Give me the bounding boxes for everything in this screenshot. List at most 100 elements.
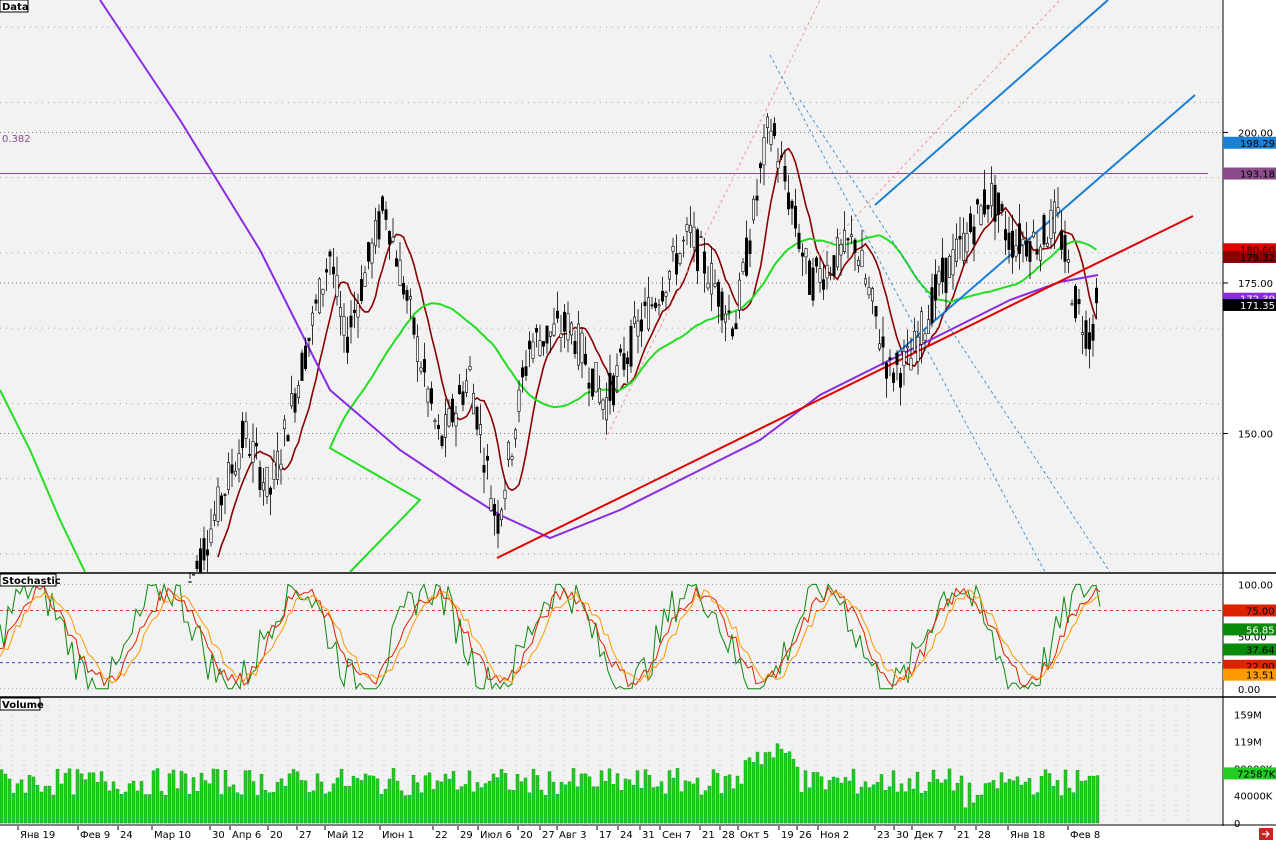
volume-bar bbox=[1091, 775, 1096, 824]
volume-bar bbox=[851, 768, 856, 824]
volume-bar bbox=[527, 792, 532, 824]
volume-bar bbox=[1043, 769, 1048, 824]
volume-bar bbox=[1035, 792, 1040, 824]
stoch-tick-label: 0.00 bbox=[1238, 685, 1260, 696]
candle-body bbox=[1039, 246, 1043, 261]
volume-bar bbox=[863, 781, 868, 824]
volume-bar bbox=[319, 781, 324, 824]
candle-body bbox=[639, 319, 643, 332]
stochastic-pane-label: Stochastic bbox=[2, 576, 61, 587]
candle-body bbox=[482, 465, 486, 473]
candle-body bbox=[216, 486, 220, 522]
volume-bar bbox=[407, 795, 412, 824]
candle-body bbox=[608, 372, 612, 401]
candle-body bbox=[583, 353, 587, 365]
volume-bar bbox=[491, 773, 496, 824]
time-tick-label: Мар 10 bbox=[154, 830, 191, 841]
candle-body bbox=[244, 421, 248, 439]
time-tick-label: Июл 6 bbox=[480, 830, 512, 841]
candle-body bbox=[513, 429, 517, 440]
candle-body bbox=[814, 257, 818, 267]
volume-bar bbox=[231, 784, 236, 824]
volume-bar bbox=[879, 774, 884, 824]
volume-bar bbox=[327, 791, 332, 824]
volume-bar bbox=[423, 775, 428, 824]
candle-body bbox=[982, 189, 986, 215]
candle-body bbox=[895, 352, 899, 365]
volume-bar bbox=[747, 757, 752, 824]
volume-bar bbox=[699, 794, 704, 824]
candle-body bbox=[331, 266, 335, 275]
candle-body bbox=[853, 239, 857, 253]
candle-body bbox=[965, 233, 969, 253]
candle-body bbox=[342, 316, 346, 336]
candle-body bbox=[492, 504, 496, 516]
volume-bar bbox=[703, 790, 708, 824]
volume-bar bbox=[267, 792, 272, 824]
volume-bar bbox=[79, 773, 84, 824]
candle-body bbox=[877, 343, 881, 350]
volume-bar bbox=[935, 779, 940, 824]
candle-body bbox=[220, 495, 224, 506]
volume-bar bbox=[783, 753, 788, 824]
volume-bar bbox=[607, 768, 612, 824]
candle-body bbox=[562, 311, 566, 332]
time-tick-label: Сен 7 bbox=[662, 830, 691, 841]
volume-bar bbox=[1003, 782, 1008, 824]
volume-bar bbox=[807, 787, 812, 824]
volume-bar bbox=[1051, 786, 1056, 824]
volume-bar bbox=[979, 794, 984, 824]
candle-body bbox=[261, 482, 265, 491]
volume-bar bbox=[103, 781, 108, 824]
volume-bar bbox=[311, 790, 316, 824]
volume-bar bbox=[1027, 778, 1032, 824]
candle-body bbox=[555, 310, 559, 319]
volume-bar bbox=[199, 772, 204, 824]
candle-body bbox=[356, 303, 360, 318]
volume-bar bbox=[987, 782, 992, 824]
time-tick-label: Апр 6 bbox=[232, 830, 261, 841]
candle-body bbox=[702, 251, 706, 274]
candle-body bbox=[776, 161, 780, 169]
volume-bar bbox=[767, 751, 772, 824]
volume-bar bbox=[599, 770, 604, 824]
volume-bar bbox=[499, 769, 504, 824]
volume-bar bbox=[563, 784, 568, 824]
volume-bar bbox=[687, 781, 692, 824]
candle-body bbox=[394, 258, 398, 267]
volume-bar bbox=[519, 781, 524, 824]
volume-bar bbox=[939, 782, 944, 824]
volume-bar bbox=[299, 780, 304, 824]
candle-body bbox=[478, 424, 482, 435]
candle-body bbox=[429, 388, 433, 404]
volume-bar bbox=[375, 778, 380, 824]
candle-body bbox=[1060, 231, 1064, 250]
candle-body bbox=[664, 292, 668, 297]
candle-body bbox=[1070, 303, 1074, 306]
candle-body bbox=[436, 424, 440, 429]
candle-body bbox=[961, 232, 965, 261]
volume-bar bbox=[635, 770, 640, 824]
volume-bar bbox=[619, 790, 624, 824]
time-tick-label: 30 bbox=[896, 830, 909, 841]
volume-bar bbox=[739, 783, 744, 824]
candle-body bbox=[338, 307, 342, 317]
candle-body bbox=[597, 388, 601, 403]
candle-body bbox=[685, 224, 689, 232]
volume-bar bbox=[803, 770, 808, 824]
volume-bar bbox=[215, 769, 220, 824]
volume-bar bbox=[611, 784, 616, 824]
volume-bar bbox=[507, 789, 512, 824]
candle-body bbox=[1063, 235, 1067, 262]
volume-bar bbox=[247, 770, 252, 824]
volume-bar bbox=[1087, 775, 1092, 824]
volume-bar bbox=[383, 789, 388, 824]
candle-body bbox=[800, 252, 804, 257]
volume-bar bbox=[139, 781, 144, 824]
candle-body bbox=[884, 362, 888, 379]
candle-body bbox=[856, 260, 860, 267]
volume-bar bbox=[59, 783, 64, 824]
volume-bar bbox=[99, 771, 104, 824]
price-badge bbox=[1223, 298, 1276, 311]
